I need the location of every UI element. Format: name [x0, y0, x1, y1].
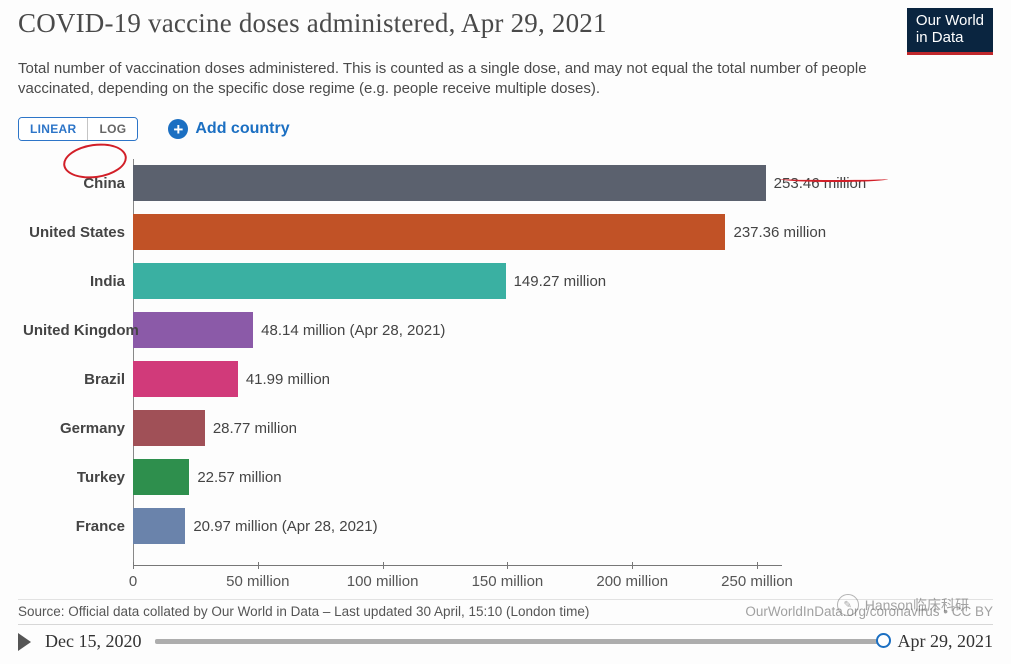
bar: [133, 459, 189, 495]
timeline-start-date: Dec 15, 2020: [45, 631, 141, 652]
watermark-icon: ✎: [837, 594, 859, 616]
timeline-slider[interactable]: [155, 639, 883, 644]
x-tick-label: 100 million: [347, 573, 419, 590]
play-button[interactable]: [18, 633, 31, 651]
x-tick-label: 0: [129, 573, 137, 590]
country-label: China: [23, 175, 133, 192]
scale-linear-button[interactable]: LINEAR: [19, 118, 87, 140]
timeline-handle[interactable]: [876, 633, 891, 648]
x-tick-label: 250 million: [721, 573, 793, 590]
bar-row[interactable]: Germany28.77 million: [133, 410, 913, 446]
value-label: 20.97 million (Apr 28, 2021): [185, 518, 377, 535]
chart-subtitle: Total number of vaccination doses admini…: [18, 59, 888, 100]
x-tick: [133, 562, 134, 569]
watermark-text: Hanson临床科研: [865, 595, 969, 615]
value-label: 28.77 million: [205, 420, 297, 437]
x-tick: [757, 562, 758, 569]
x-tick: [383, 562, 384, 569]
x-tick-label: 50 million: [226, 573, 289, 590]
country-label: Turkey: [23, 469, 133, 486]
bars-wrap: China253.46 million United States237.36 m…: [133, 159, 913, 557]
bar: [133, 263, 506, 299]
x-tick: [632, 562, 633, 569]
country-label: India: [23, 273, 133, 290]
scale-toggle: LINEAR LOG: [18, 117, 138, 141]
bar: [133, 165, 766, 201]
bar: [133, 410, 205, 446]
value-label: 41.99 million: [238, 371, 330, 388]
value-label: 237.36 million: [725, 224, 826, 241]
bar: [133, 361, 238, 397]
watermark: ✎ Hanson临床科研: [837, 594, 969, 616]
country-label: France: [23, 518, 133, 535]
logo-line1: Our World: [916, 12, 984, 29]
country-label: Germany: [23, 420, 133, 437]
bar-row[interactable]: Brazil41.99 million: [133, 361, 913, 397]
source-text: Source: Official data collated by Our Wo…: [18, 604, 589, 619]
logo-line2: in Data: [916, 29, 984, 46]
plus-icon: +: [168, 119, 188, 139]
chart-title: COVID-19 vaccine doses administered, Apr…: [18, 8, 607, 39]
value-label: 22.57 million: [189, 469, 281, 486]
owid-logo[interactable]: Our World in Data: [907, 8, 993, 55]
value-label: 149.27 million: [506, 273, 607, 290]
bar-row[interactable]: China253.46 million: [133, 165, 913, 201]
bar-row[interactable]: India149.27 million: [133, 263, 913, 299]
scale-log-button[interactable]: LOG: [87, 117, 138, 141]
x-tick-label: 150 million: [472, 573, 544, 590]
country-label: United States: [23, 224, 133, 241]
axis-baseline: [133, 565, 782, 566]
country-label: United Kingdom: [23, 322, 133, 339]
value-label: 48.14 million (Apr 28, 2021): [253, 322, 445, 339]
bar: [133, 214, 725, 250]
bar-row[interactable]: France20.97 million (Apr 28, 2021): [133, 508, 913, 544]
value-label: 253.46 million: [766, 175, 867, 192]
chart-area: China253.46 millionUnited States237.36 m…: [18, 159, 993, 597]
x-tick-label: 200 million: [596, 573, 668, 590]
timeline-end-date: Apr 29, 2021: [898, 631, 994, 652]
bar-row[interactable]: United Kingdom48.14 million (Apr 28, 202…: [133, 312, 913, 348]
country-label: Brazil: [23, 371, 133, 388]
add-country-button[interactable]: + Add country: [168, 119, 289, 139]
bar: [133, 312, 253, 348]
add-country-label: Add country: [195, 120, 289, 138]
bar-row[interactable]: United States237.36 million: [133, 214, 913, 250]
bar: [133, 508, 185, 544]
x-tick: [507, 562, 508, 569]
bar-row[interactable]: Turkey22.57 million: [133, 459, 913, 495]
x-tick: [258, 562, 259, 569]
